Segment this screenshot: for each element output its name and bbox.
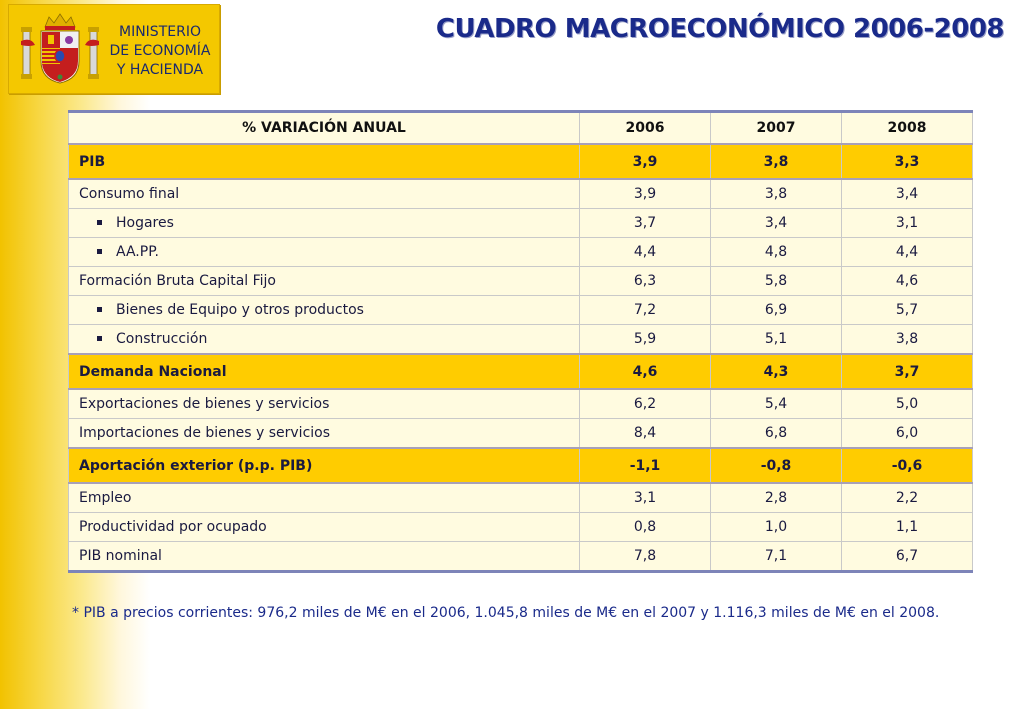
ministry-line-1: MINISTERIO (119, 24, 201, 40)
table-row-pib-nominal: PIB nominal 7,8 7,1 6,7 (68, 541, 973, 573)
cell-2008: 4,6 (841, 266, 973, 296)
row-label: Hogares (116, 215, 174, 231)
cell-2007: 6,9 (710, 295, 842, 325)
table-row-demanda-nacional: Demanda Nacional 4,6 4,3 3,7 (68, 353, 973, 390)
cell-2006: 8,4 (579, 418, 711, 449)
table-row-exportaciones: Exportaciones de bienes y servicios 6,2 … (68, 388, 973, 419)
row-label: PIB nominal (68, 541, 580, 573)
cell-2008: 3,4 (841, 178, 973, 209)
cell-2008: 1,1 (841, 512, 973, 542)
cell-2007: 1,0 (710, 512, 842, 542)
cell-2006: 3,9 (579, 143, 711, 180)
row-label: Aportación exterior (p.p. PIB) (68, 447, 580, 484)
cell-2008: -0,6 (841, 447, 973, 484)
table-row-importaciones: Importaciones de bienes y servicios 8,4 … (68, 418, 973, 449)
table-row-consumo-final: Consumo final 3,9 3,8 3,4 (68, 178, 973, 209)
row-label: Formación Bruta Capital Fijo (68, 266, 580, 296)
footnote: * PIB a precios corrientes: 976,2 miles … (72, 605, 940, 621)
cell-2008: 5,0 (841, 388, 973, 419)
cell-2008: 3,7 (841, 353, 973, 390)
row-label: AA.PP. (116, 244, 159, 260)
cell-2008: 3,8 (841, 324, 973, 355)
header-year-2007: 2007 (710, 110, 842, 145)
cell-2006: 3,9 (579, 178, 711, 209)
macroeconomic-table: % VARIACIÓN ANUAL 2006 2007 2008 PIB 3,9… (68, 110, 973, 573)
row-label-cell: Construcción (68, 324, 580, 355)
square-bullet-icon (97, 306, 102, 312)
cell-2008: 3,3 (841, 143, 973, 180)
row-label: Demanda Nacional (68, 353, 580, 390)
cell-2006: 7,8 (579, 541, 711, 573)
table-row-productividad: Productividad por ocupado 0,8 1,0 1,1 (68, 512, 973, 542)
table-row-fbcf: Formación Bruta Capital Fijo 6,3 5,8 4,6 (68, 266, 973, 296)
cell-2007: 5,1 (710, 324, 842, 355)
cell-2007: 6,8 (710, 418, 842, 449)
cell-2007: 5,8 (710, 266, 842, 296)
table-row-hogares: Hogares 3,7 3,4 3,1 (68, 208, 973, 238)
cell-2006: 7,2 (579, 295, 711, 325)
cell-2007: -0,8 (710, 447, 842, 484)
ministry-line-3: Y HACIENDA (116, 62, 204, 78)
row-label-cell: Bienes de Equipo y otros productos (68, 295, 580, 325)
cell-2006: 4,6 (579, 353, 711, 390)
header-year-2008: 2008 (841, 110, 973, 145)
row-label: PIB (68, 143, 580, 180)
cell-2007: 7,1 (710, 541, 842, 573)
cell-2007: 3,8 (710, 143, 842, 180)
cell-2007: 4,3 (710, 353, 842, 390)
row-label: Productividad por ocupado (68, 512, 580, 542)
table-header-row: % VARIACIÓN ANUAL 2006 2007 2008 (68, 110, 973, 145)
ministry-logo: MINISTERIO DE ECONOMÍA Y HACIENDA (8, 4, 220, 94)
header-indicator: % VARIACIÓN ANUAL (68, 110, 580, 145)
cell-2008: 6,7 (841, 541, 973, 573)
cell-2008: 2,2 (841, 482, 973, 513)
cell-2008: 5,7 (841, 295, 973, 325)
table-row-construccion: Construcción 5,9 5,1 3,8 (68, 324, 973, 355)
cell-2006: -1,1 (579, 447, 711, 484)
row-label-cell: Hogares (68, 208, 580, 238)
table-row-empleo: Empleo 3,1 2,8 2,2 (68, 482, 973, 513)
cell-2007: 2,8 (710, 482, 842, 513)
row-label: Construcción (116, 331, 208, 347)
cell-2007: 3,4 (710, 208, 842, 238)
row-label: Bienes de Equipo y otros productos (116, 302, 364, 318)
table-row-bienes-equipo: Bienes de Equipo y otros productos 7,2 6… (68, 295, 973, 325)
row-label: Consumo final (68, 178, 580, 209)
row-label: Empleo (68, 482, 580, 513)
square-bullet-icon (97, 219, 102, 225)
cell-2007: 4,8 (710, 237, 842, 267)
ministry-name: MINISTERIO DE ECONOMÍA Y HACIENDA (101, 23, 219, 80)
table-row-pib: PIB 3,9 3,8 3,3 (68, 143, 973, 180)
cell-2006: 6,3 (579, 266, 711, 296)
cell-2006: 3,1 (579, 482, 711, 513)
table-row-aapp: AA.PP. 4,4 4,8 4,4 (68, 237, 973, 267)
cell-2006: 4,4 (579, 237, 711, 267)
cell-2006: 6,2 (579, 388, 711, 419)
cell-2006: 5,9 (579, 324, 711, 355)
cell-2007: 5,4 (710, 388, 842, 419)
page-title: CUADRO MACROECONÓMICO 2006-2008 (435, 14, 1005, 44)
header-year-2006: 2006 (579, 110, 711, 145)
row-label: Importaciones de bienes y servicios (68, 418, 580, 449)
square-bullet-icon (97, 248, 102, 254)
ministry-line-2: DE ECONOMÍA (109, 43, 211, 59)
cell-2006: 3,7 (579, 208, 711, 238)
table-row-aportacion-exterior: Aportación exterior (p.p. PIB) -1,1 -0,8… (68, 447, 973, 484)
cell-2008: 4,4 (841, 237, 973, 267)
cell-2006: 0,8 (579, 512, 711, 542)
row-label: Exportaciones de bienes y servicios (68, 388, 580, 419)
coat-of-arms-icon (21, 13, 99, 84)
square-bullet-icon (97, 335, 102, 341)
cell-2007: 3,8 (710, 178, 842, 209)
row-label-cell: AA.PP. (68, 237, 580, 267)
cell-2008: 6,0 (841, 418, 973, 449)
cell-2008: 3,1 (841, 208, 973, 238)
